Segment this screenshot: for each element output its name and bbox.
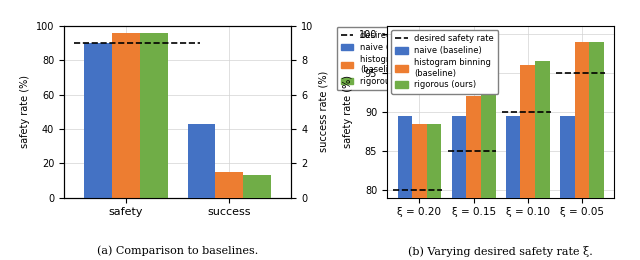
Bar bbox=[452, 116, 467, 260]
Bar bbox=[560, 116, 575, 260]
Bar bbox=[188, 124, 216, 198]
Bar bbox=[243, 175, 271, 198]
Bar bbox=[575, 42, 589, 260]
Bar bbox=[481, 88, 495, 260]
Bar bbox=[535, 61, 550, 260]
Bar bbox=[467, 96, 481, 260]
Bar bbox=[112, 33, 140, 198]
Bar bbox=[506, 116, 520, 260]
Bar bbox=[84, 43, 112, 198]
Y-axis label: success rate (%): success rate (%) bbox=[319, 71, 329, 152]
Bar bbox=[520, 65, 535, 260]
Text: (b) Varying desired safety rate ξ.: (b) Varying desired safety rate ξ. bbox=[408, 246, 593, 257]
Bar bbox=[589, 42, 604, 260]
Bar bbox=[216, 172, 243, 198]
Y-axis label: safety rate (%): safety rate (%) bbox=[20, 75, 30, 148]
Bar bbox=[427, 124, 442, 260]
Bar bbox=[412, 124, 427, 260]
Legend: desired safety rate, naive (baseline), histogram binning
(baseline), rigorous (o: desired safety rate, naive (baseline), h… bbox=[337, 27, 444, 90]
Y-axis label: safety rate (%): safety rate (%) bbox=[343, 75, 353, 148]
Bar bbox=[397, 116, 412, 260]
Bar bbox=[140, 33, 168, 198]
Legend: desired safety rate, naive (baseline), histogram binning
(baseline), rigorous (o: desired safety rate, naive (baseline), h… bbox=[391, 30, 499, 94]
Text: (a) Comparison to baselines.: (a) Comparison to baselines. bbox=[97, 246, 259, 256]
